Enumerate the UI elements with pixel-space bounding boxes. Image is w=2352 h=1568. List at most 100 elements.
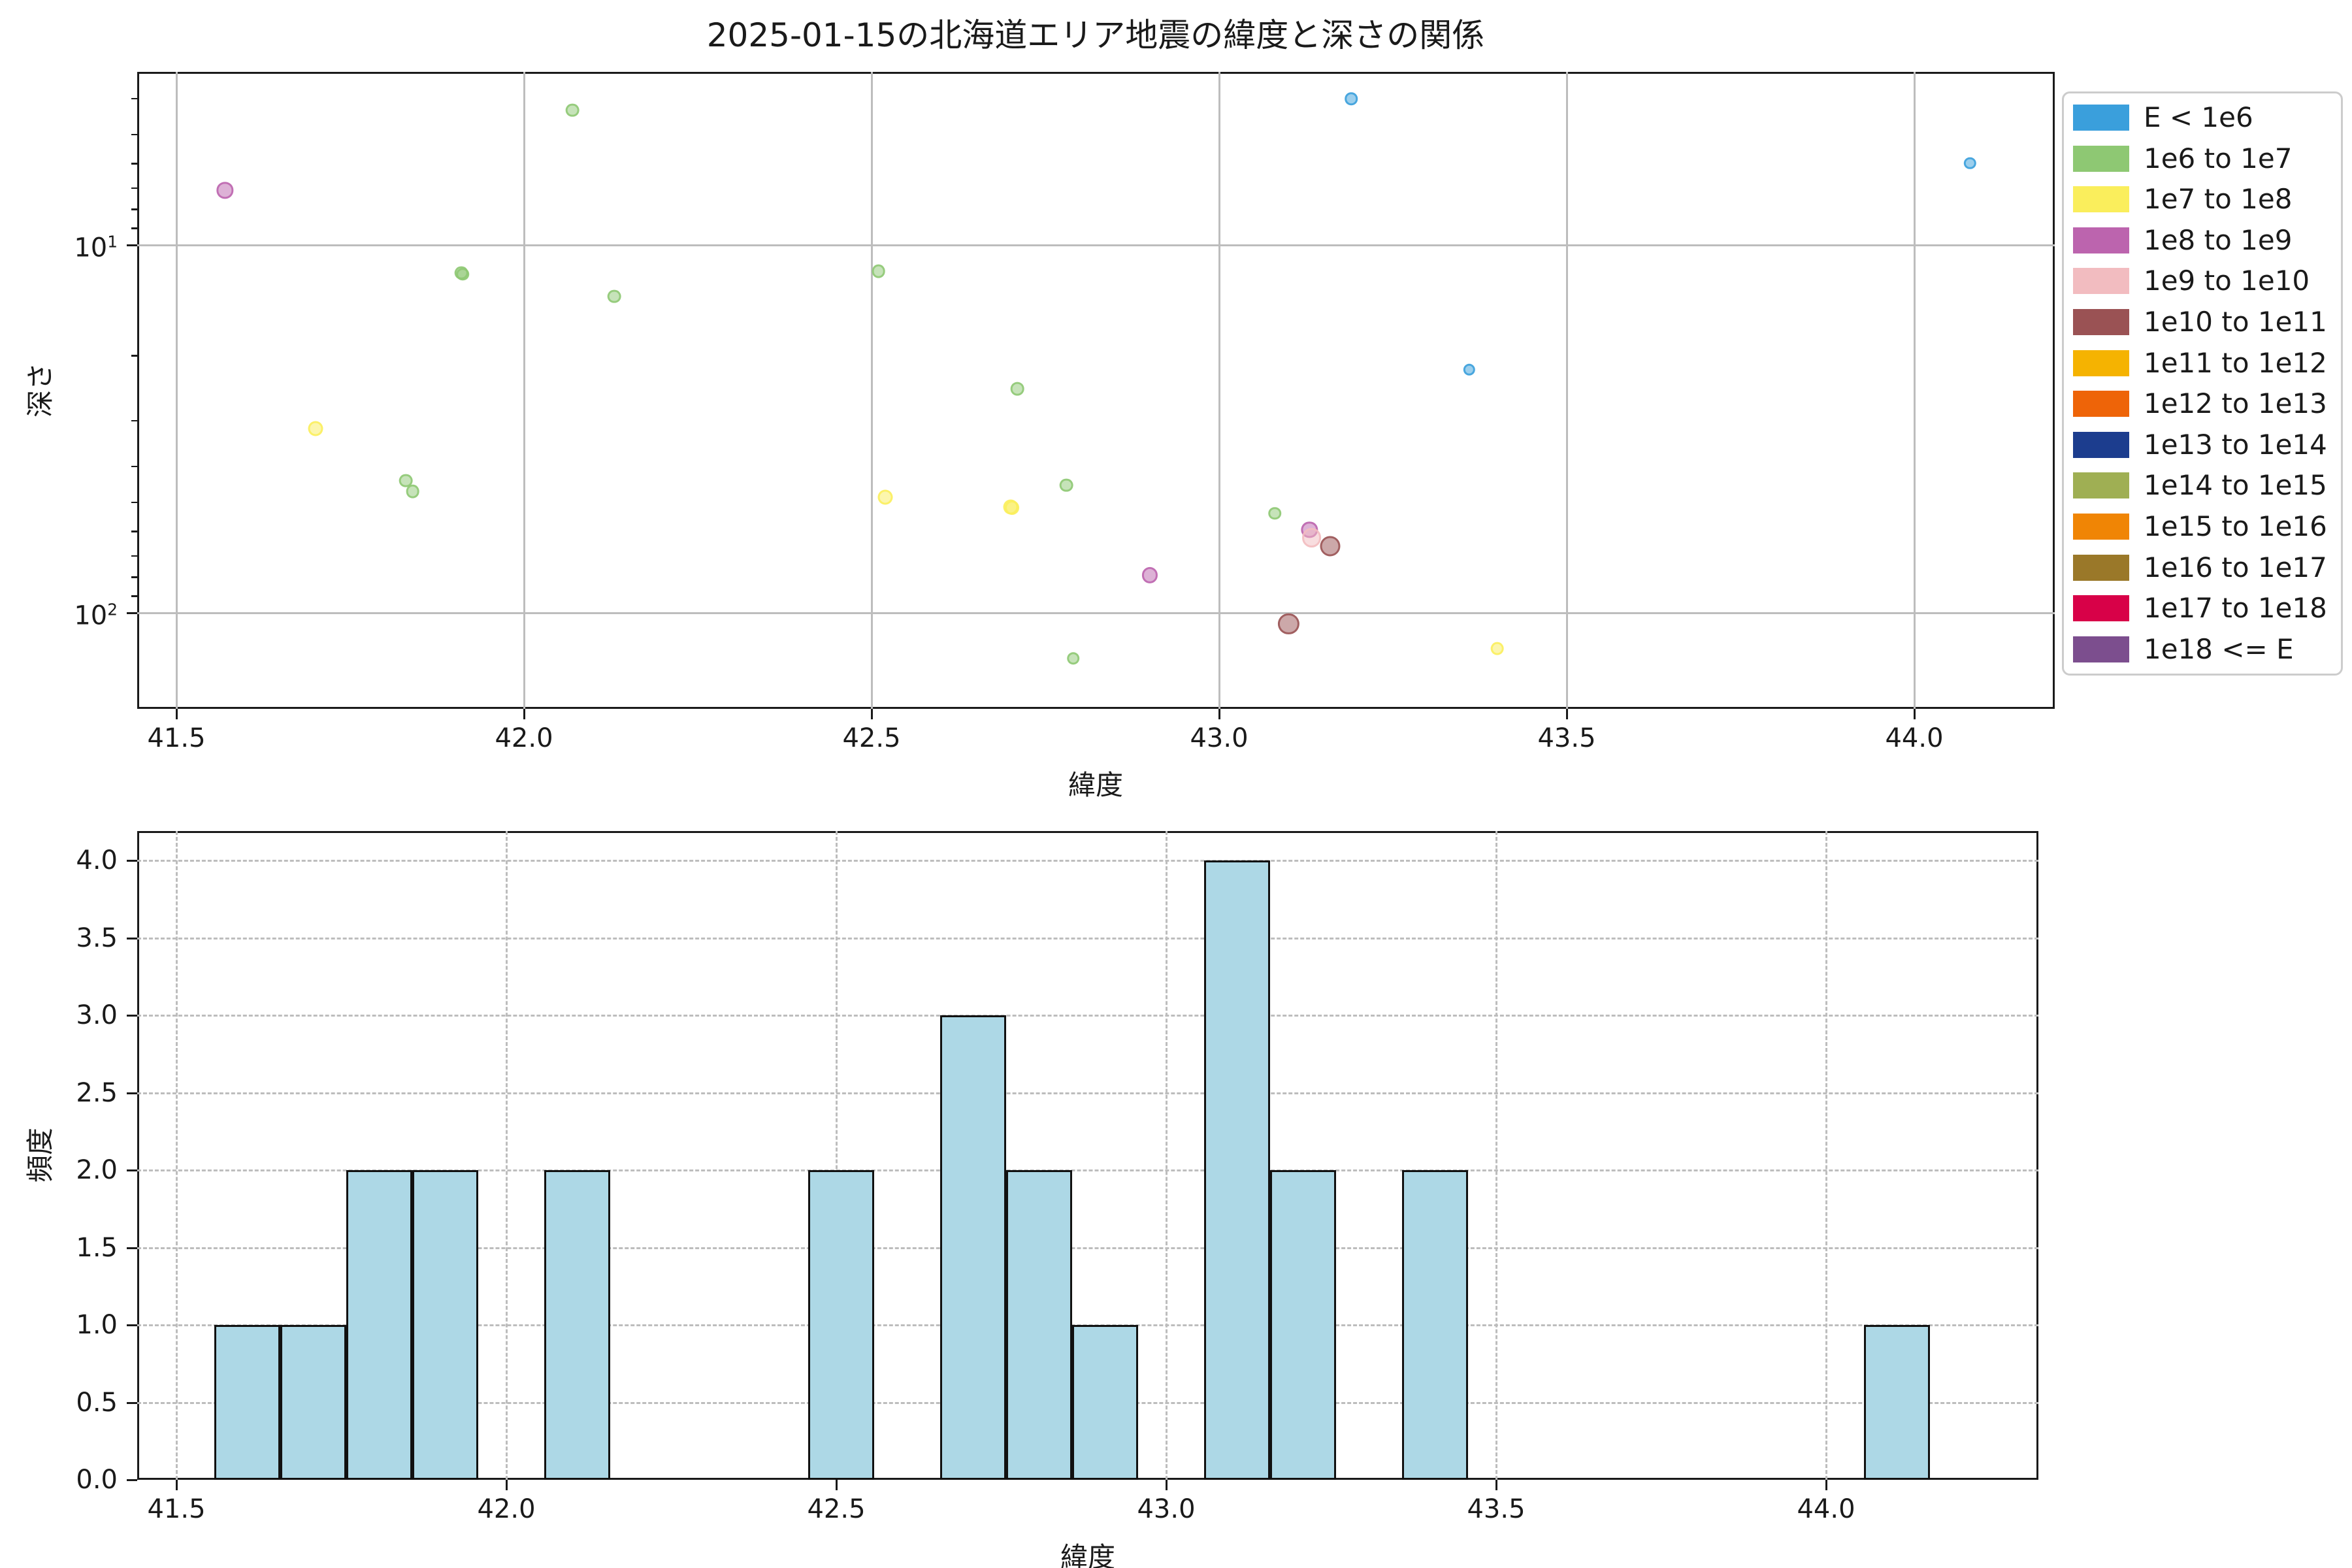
scatter-point [1011, 382, 1024, 396]
histogram-gridline-h [137, 1169, 2038, 1171]
histogram-y-tick-label: 2.0 [76, 1155, 118, 1185]
scatter-y-tick-label: 102 [74, 600, 118, 631]
scatter-y-minor-tick [131, 97, 137, 100]
scatter-point [1005, 500, 1019, 515]
scatter-x-tick-label: 43.5 [1537, 723, 1596, 753]
scatter-point [1963, 157, 1976, 170]
legend-label: 1e7 to 1e8 [2144, 183, 2293, 216]
scatter-y-minor-tick [131, 419, 137, 422]
legend-swatch [2073, 105, 2129, 131]
scatter-y-minor-tick [131, 227, 137, 229]
scatter-point [1066, 651, 1080, 665]
histogram-bar [939, 1015, 1006, 1480]
scatter-y-minor-tick [131, 163, 137, 165]
scatter-y-tick-label: 101 [74, 232, 118, 263]
histogram-y-tick [127, 937, 137, 939]
legend-swatch [2073, 431, 2129, 458]
histogram-x-tick-label: 43.0 [1137, 1494, 1196, 1524]
scatter-y-minor-tick [131, 187, 137, 189]
scatter-x-tick-label: 43.0 [1190, 723, 1249, 753]
legend-entry: 1e6 to 1e7 [2073, 142, 2332, 174]
scatter-y-minor-tick [131, 501, 137, 504]
legend-label: 1e10 to 1e11 [2144, 306, 2327, 338]
legend-label: 1e9 to 1e10 [2144, 265, 2310, 297]
legend-entry: 1e10 to 1e11 [2073, 308, 2332, 336]
scatter-point [872, 265, 885, 278]
histogram-x-tick [176, 1480, 178, 1490]
legend-swatch [2073, 227, 2129, 253]
histogram-gridline-h [137, 1247, 2038, 1249]
histogram-bar [1401, 1170, 1468, 1480]
scatter-point [216, 182, 234, 199]
histogram-bar [1863, 1325, 1930, 1480]
histogram-bar [412, 1170, 478, 1480]
scatter-y-minor-tick [131, 208, 137, 210]
scatter-x-tick [1914, 709, 1916, 719]
histogram-gridline-v [1825, 831, 1827, 1480]
histogram-gridline-v [1166, 831, 1168, 1480]
legend-entry: 1e13 to 1e14 [2073, 428, 2332, 461]
histogram-bar [808, 1170, 874, 1480]
scatter-point [1345, 92, 1358, 105]
scatter-y-minor-tick [131, 133, 137, 136]
legend-swatch [2073, 145, 2129, 172]
legend-swatch [2073, 391, 2129, 417]
legend-swatch [2073, 268, 2129, 295]
histogram-bar [214, 1325, 280, 1480]
scatter-x-tick-label: 42.5 [842, 723, 901, 753]
scatter-x-axis-label: 緯度 [1068, 769, 1124, 801]
histogram-x-tick-label: 42.5 [807, 1494, 866, 1524]
histogram-y-tick [127, 1092, 137, 1094]
scatter-x-tick [523, 709, 525, 719]
scatter-point [1490, 642, 1504, 655]
legend-entry: 1e18 <= E [2073, 634, 2332, 663]
legend-entry: 1e12 to 1e13 [2073, 389, 2332, 418]
legend-label: 1e13 to 1e14 [2144, 428, 2327, 461]
scatter-point [607, 289, 621, 304]
legend-entry: 1e9 to 1e10 [2073, 267, 2332, 295]
legend-entry: 1e7 to 1e8 [2073, 183, 2332, 216]
histogram-bar [1071, 1325, 1138, 1480]
scatter-point [1141, 567, 1158, 583]
scatter-y-axis-label: 深さ [24, 362, 56, 418]
legend-label: 1e17 to 1e18 [2144, 592, 2327, 625]
histogram-x-tick [1495, 1480, 1497, 1490]
legend-label: 1e16 to 1e17 [2144, 551, 2327, 583]
scatter-y-minor-tick [131, 531, 137, 532]
histogram-y-tick-label: 0.5 [76, 1387, 118, 1418]
scatter-axes [137, 72, 2055, 709]
scatter-y-tick [127, 612, 137, 614]
scatter-point [399, 474, 413, 487]
histogram-gridline-h [137, 860, 2038, 862]
histogram-gridline-v [1495, 831, 1497, 1480]
legend-label: 1e6 to 1e7 [2144, 142, 2293, 174]
scatter-point [1320, 536, 1341, 557]
scatter-gridline-v [871, 72, 873, 709]
legend-entry: 1e17 to 1e18 [2073, 592, 2332, 625]
scatter-y-minor-tick [131, 555, 137, 557]
scatter-gridline-h [137, 244, 2055, 246]
legend-swatch [2073, 472, 2129, 499]
histogram-y-tick-label: 3.5 [76, 923, 118, 953]
histogram-x-tick-label: 41.5 [147, 1494, 206, 1524]
histogram-y-tick-label: 4.0 [76, 845, 118, 875]
histogram-y-tick [127, 1169, 137, 1171]
scatter-point [877, 489, 893, 505]
legend-swatch [2073, 514, 2129, 540]
histogram-bar [544, 1170, 610, 1480]
histogram-bar [1269, 1170, 1336, 1480]
legend-entry: 1e15 to 1e16 [2073, 510, 2332, 543]
legend-entry: 1e11 to 1e12 [2073, 348, 2332, 377]
legend-label: 1e8 to 1e9 [2144, 223, 2293, 256]
scatter-x-tick [1566, 709, 1568, 719]
histogram-y-tick-label: 1.0 [76, 1310, 118, 1340]
legend-swatch [2073, 554, 2129, 581]
legend-swatch [2073, 309, 2129, 336]
legend-label: 1e15 to 1e16 [2144, 510, 2327, 543]
scatter-y-tick [127, 244, 137, 246]
histogram-bar [280, 1325, 346, 1480]
histogram-y-tick-label: 1.5 [76, 1232, 118, 1263]
scatter-point [406, 484, 420, 498]
legend-entry: E < 1e6 [2073, 103, 2332, 132]
